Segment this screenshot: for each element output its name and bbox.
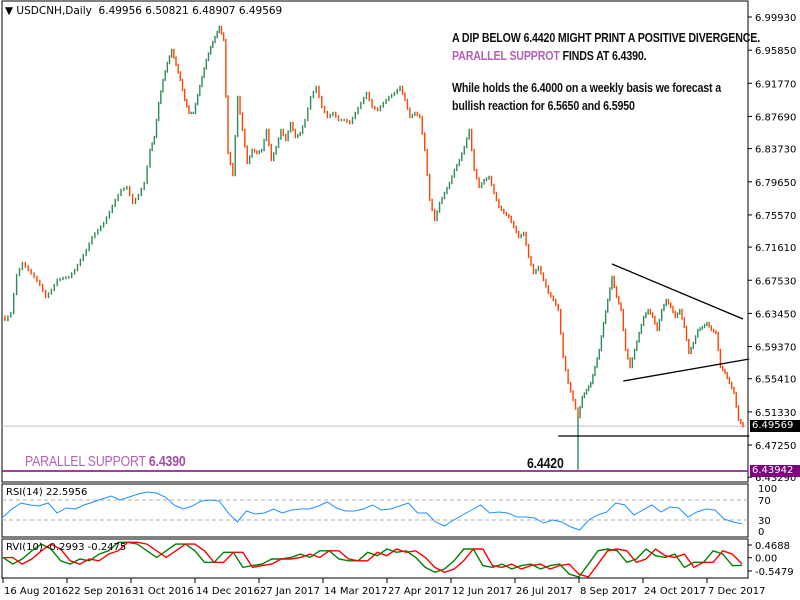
price-tick-label: 6.67530 <box>755 276 796 287</box>
rvi-main-line <box>2 541 743 578</box>
rsi-tick-label: 30 <box>758 516 771 527</box>
rvi-tick-label: 0.00 <box>755 554 777 565</box>
trendlines[interactable] <box>558 263 750 437</box>
price-tick-label: 6.51330 <box>755 408 796 419</box>
annotation-highlight: PARALLEL SUPPROT <box>452 48 560 63</box>
price-tick-label: 6.59370 <box>755 343 796 354</box>
price-tick-label: 6.43290 <box>755 473 796 484</box>
rvi-indicator <box>2 541 743 578</box>
price-tick-label: 6.83730 <box>755 145 796 156</box>
date-tick-label: 31 Oct 2016 <box>132 586 194 597</box>
collapse-triangle-icon[interactable]: ▼ <box>5 5 14 17</box>
parallel-support-label: PARALLEL SUPPORT 6.4390 <box>25 453 186 470</box>
date-tick-label: 12 Jun 2017 <box>452 586 512 597</box>
price-tick-label: 6.79650 <box>755 178 796 189</box>
ohlc-bars <box>4 25 744 470</box>
date-tick-label: 22 Sep 2016 <box>68 586 131 597</box>
rvi-panel-frame <box>1 538 749 579</box>
rsi-line <box>2 491 743 531</box>
date-tick-label: 8 Sep 2017 <box>580 586 637 597</box>
price-tick-label: 6.63450 <box>755 309 796 320</box>
dip-label: 6.4420 <box>527 455 564 472</box>
chart-header: ▼ USDCNH,Daily 6.49956 6.50821 6.48907 6… <box>5 5 282 17</box>
date-tick-label: 14 Mar 2017 <box>324 586 387 597</box>
parallel-support-text: PARALLEL SUPPORT <box>25 453 146 470</box>
panel-frames <box>1 0 749 579</box>
rsi-tick-label: 100 <box>758 484 777 495</box>
price-tick-label: 6.99930 <box>755 13 796 24</box>
price-tick-label: 6.91770 <box>755 79 796 90</box>
date-tick-label: 27 Jan 2017 <box>260 586 320 597</box>
rvi-tick-label: 0.4688 <box>755 541 790 552</box>
price-tick-label: 6.71610 <box>755 243 796 254</box>
ohlc-values: 6.49956 6.50821 6.48907 6.49569 <box>98 5 283 17</box>
date-tick-label: 7 Dec 2017 <box>708 586 766 597</box>
price-tick-label: 6.87690 <box>755 112 796 123</box>
price-tick-label: 6.55410 <box>755 375 796 386</box>
date-tick-label: 27 Apr 2017 <box>388 586 450 597</box>
price-tick-label: 6.75570 <box>755 211 796 222</box>
date-tick-label: 14 Dec 2016 <box>196 586 260 597</box>
trendline-triangle-lower <box>623 358 750 382</box>
support-price-tag: 6.43942 <box>750 465 800 477</box>
level-lines <box>2 425 748 472</box>
rsi-indicator <box>2 491 748 531</box>
annotation-line-3: While holds the 6.4000 on a weekly basis… <box>452 80 722 95</box>
rvi-label: RVI(10) -0.2993 -0.2475 <box>6 542 127 553</box>
date-axis: 16 Aug 2016 22 Sep 2016 31 Oct 2016 14 Dec … <box>2 578 766 597</box>
current-price-tag: 6.49569 <box>750 420 800 432</box>
date-tick-label: 24 Oct 2017 <box>644 586 706 597</box>
rvi-signal-line <box>2 541 743 578</box>
trendline-triangle-upper <box>611 263 744 320</box>
price-axis: 6.99930 6.95850 6.91770 6.87690 6.83730 6.796… <box>748 13 796 578</box>
price-tick-label: 6.95850 <box>755 46 796 57</box>
annotation-line-2: PARALLEL SUPPROT FINDS AT 6.4390. <box>452 48 647 63</box>
rsi-tick-label: 0 <box>758 527 764 538</box>
parallel-support-value: 6.4390 <box>148 453 186 470</box>
date-tick-label: 26 Jul 2017 <box>516 586 573 597</box>
date-tick-label: 16 Aug 2016 <box>4 586 68 597</box>
rsi-panel-frame <box>1 483 749 538</box>
annotation-line-4: bullish reaction for 6.5650 and 6.5950 <box>452 98 635 113</box>
price-tick-label: 6.47250 <box>755 441 796 452</box>
rsi-label: RSI(14) 22.5956 <box>6 487 88 498</box>
annotation-line-1: A DIP BELOW 6.4420 MIGHT PRINT A POSITIV… <box>452 30 761 45</box>
rvi-tick-label: -0.5479 <box>755 567 794 578</box>
symbol-label: USDCNH,Daily <box>16 5 92 17</box>
annotation-line-2-rest: FINDS AT 6.4390. <box>559 48 647 63</box>
main-panel-frame <box>1 0 749 483</box>
rsi-tick-label: 70 <box>758 496 771 507</box>
